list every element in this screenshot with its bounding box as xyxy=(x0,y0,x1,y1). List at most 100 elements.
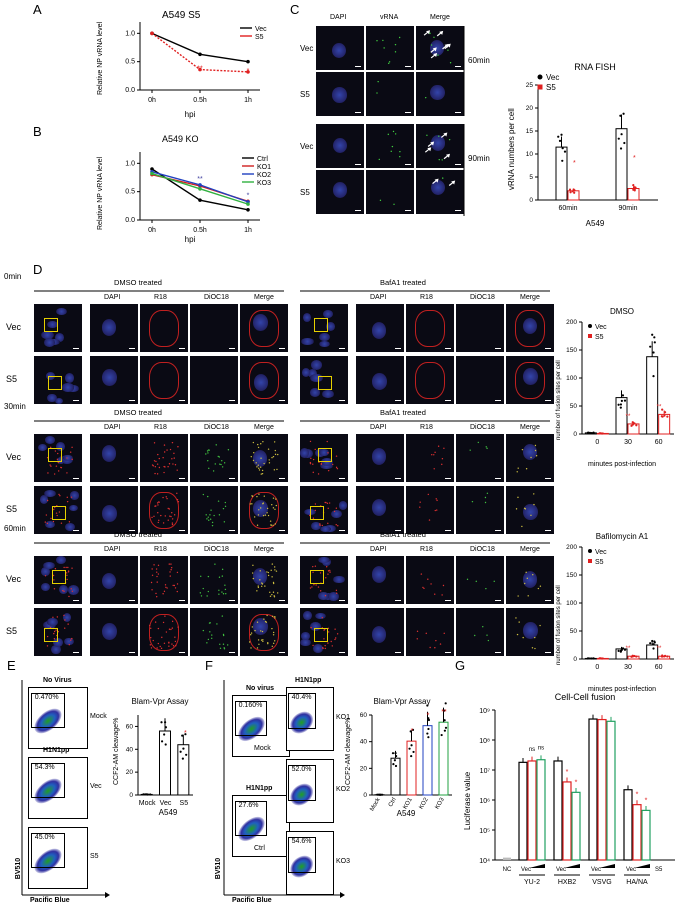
scale-bar xyxy=(339,478,345,479)
signal-dot xyxy=(533,503,535,506)
c-bar-vec xyxy=(555,146,568,201)
signal-dot xyxy=(252,577,255,580)
panel-b-title: A549 KO xyxy=(162,134,199,144)
signal-dot xyxy=(260,630,262,632)
g-dose-wedge xyxy=(599,864,615,868)
panel-d-dioc18-image xyxy=(456,356,504,404)
panel-c-dapi-image xyxy=(316,124,364,168)
signal-dot xyxy=(156,463,159,465)
panel-e-xlabel: A549 xyxy=(159,808,178,817)
signal-dot xyxy=(517,467,519,469)
panel-d-col-header: R18 xyxy=(154,424,167,431)
panel-letter-c: C xyxy=(290,2,300,17)
signal-dot xyxy=(257,514,260,516)
signal-dot xyxy=(261,583,264,585)
nucleus-blob xyxy=(312,644,323,654)
d1-dot xyxy=(666,415,669,418)
signal-dot xyxy=(60,522,63,524)
f-facs-percent: 27.6% xyxy=(238,802,259,809)
panel-d-group-title: DMSO treated xyxy=(114,530,162,539)
signal-dot xyxy=(323,638,325,640)
signal-dot xyxy=(268,462,271,464)
signal-dot xyxy=(158,466,161,469)
signal-dot xyxy=(56,458,59,460)
signal-dot xyxy=(272,455,275,458)
signal-dot xyxy=(63,590,65,593)
panel-d-r18-image xyxy=(140,556,188,604)
signal-dot xyxy=(221,568,224,571)
scale-bar xyxy=(129,530,135,531)
signal-dots xyxy=(466,578,495,590)
a-x-tick-label: 0.5h xyxy=(193,97,207,104)
signal-dot xyxy=(426,134,428,136)
signal-dot xyxy=(324,644,326,647)
panel-d-chart1-plot: 0 50 100 150 200 0 30 60 Vec S5 ** ** xyxy=(566,319,674,446)
signal-dot xyxy=(171,643,173,645)
panel-e-bar-chart: Blam-Vpr Assay CCF2-AM cleavage% A549 0 2… xyxy=(113,697,193,817)
signal-dot xyxy=(256,590,258,592)
signal-dot xyxy=(46,522,49,525)
signal-dot xyxy=(56,616,59,618)
signal-dots xyxy=(376,36,401,65)
signal-dot xyxy=(272,634,275,636)
f-facs-gate xyxy=(288,692,316,730)
c-legend-s5: S5 xyxy=(546,83,556,92)
d1-dot xyxy=(635,424,638,427)
signal-dot xyxy=(71,637,73,640)
nucleus-blob xyxy=(522,443,538,461)
signal-dot xyxy=(250,455,252,458)
signal-dots xyxy=(44,566,74,598)
signal-dot xyxy=(376,40,378,42)
d2-dot xyxy=(620,648,623,651)
panel-g-ylabel: Luciferase value xyxy=(463,771,472,830)
e-dot xyxy=(149,793,152,796)
signal-dot xyxy=(392,130,395,133)
panel-d-col-header: DAPI xyxy=(104,424,121,431)
d1-legend-s5-marker xyxy=(588,334,592,338)
signal-dot xyxy=(223,462,226,464)
signal-dot xyxy=(263,618,265,620)
d1-dot xyxy=(630,424,633,427)
membrane-outline xyxy=(148,361,180,400)
scale-bar xyxy=(395,652,401,653)
signal-dot xyxy=(152,465,155,467)
signal-dot xyxy=(262,441,264,443)
a-y-tick-label: 0.5 xyxy=(125,59,135,66)
scale-bar xyxy=(339,652,345,653)
d1-dot xyxy=(664,411,667,414)
panel-f-ylabel: CCF2-AM cleavage% xyxy=(345,718,352,785)
arrow-head xyxy=(443,132,448,137)
panel-d-merge-image xyxy=(240,556,288,604)
panel-c-vrna-image xyxy=(366,124,414,168)
d2-dot xyxy=(619,650,622,653)
signal-dot xyxy=(210,637,213,639)
signal-dot xyxy=(258,643,260,646)
signal-dot xyxy=(534,449,537,452)
signal-dot xyxy=(267,514,270,517)
e-dot xyxy=(160,721,163,724)
g-bar xyxy=(571,791,581,861)
signal-dot xyxy=(437,54,439,56)
scale-bar xyxy=(339,530,345,531)
signal-dot xyxy=(264,585,266,587)
f-dot xyxy=(427,727,430,731)
d1-dot xyxy=(653,341,656,344)
nucleus-blob xyxy=(314,612,326,619)
zoom-region-box xyxy=(52,506,66,520)
scale-bar xyxy=(495,348,501,349)
c-dot xyxy=(560,133,563,136)
signal-dot xyxy=(202,493,205,496)
e-y-tick-label: 60 xyxy=(126,723,134,730)
panel-d-col-header: DiOC18 xyxy=(204,424,229,431)
signal-dot xyxy=(71,458,73,461)
zoom-region-box xyxy=(310,506,324,520)
panel-c-row-label: Vec xyxy=(300,142,314,151)
signal-dot xyxy=(170,567,173,569)
signal-dot xyxy=(309,440,312,443)
signal-dot xyxy=(269,591,271,593)
panel-d-overview-image xyxy=(34,486,82,534)
e-facs-plot: 45.0% xyxy=(28,827,88,889)
f-facs-plot: 52.0% xyxy=(286,759,334,823)
scale-bar xyxy=(405,66,411,67)
signal-dot xyxy=(433,468,435,470)
